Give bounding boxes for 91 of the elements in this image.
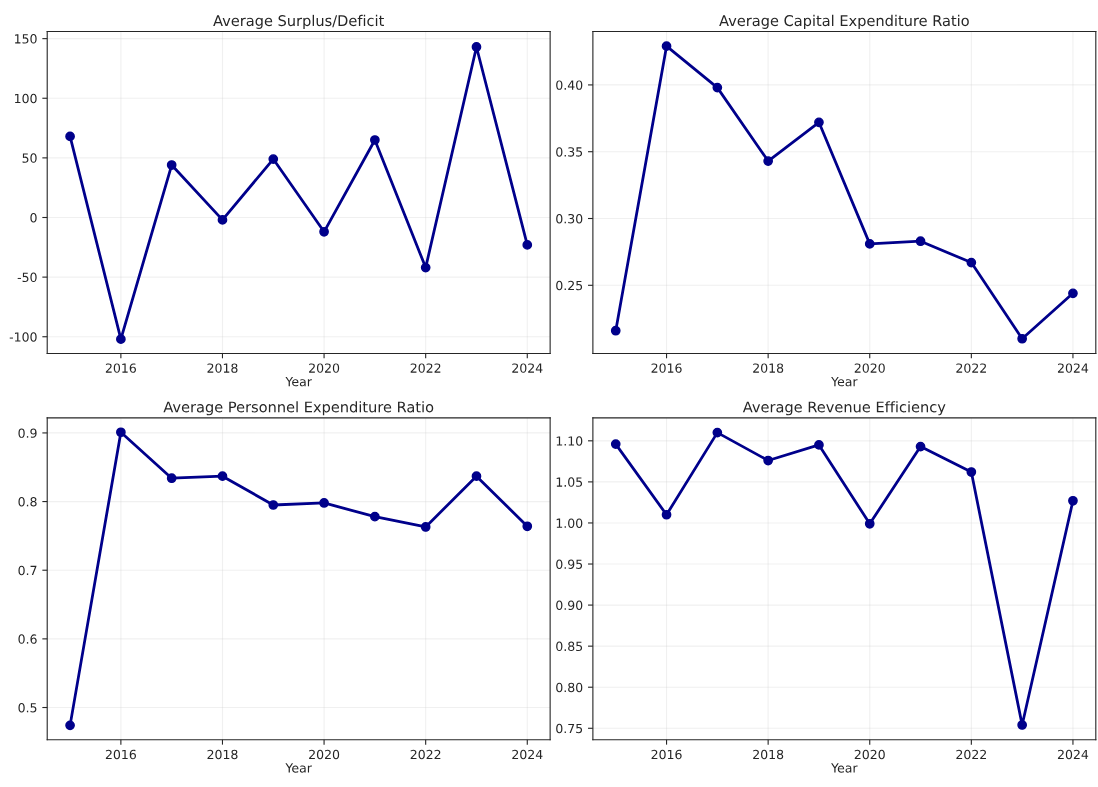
point xyxy=(864,518,875,529)
point xyxy=(471,42,482,52)
chart-title: Average Revenue Efficiency xyxy=(742,401,946,416)
point xyxy=(610,325,621,336)
point xyxy=(522,240,533,250)
chart-title: Average Personnel Expenditure Ratio xyxy=(163,401,434,416)
x-axis-title: Year xyxy=(831,763,858,773)
x-tick-label: 2022 xyxy=(410,363,441,373)
y-tick-label: 1.10 xyxy=(556,436,583,446)
x-tick-label: 2024 xyxy=(1057,749,1089,760)
y-tick-label: -100 xyxy=(9,332,37,342)
y-tick-label: -50 xyxy=(17,272,37,283)
x-axis-title: Year xyxy=(831,377,858,387)
y-tick-label: 0.95 xyxy=(556,559,583,569)
x-tick-label: 2022 xyxy=(956,749,986,760)
y-tick-label: 1.05 xyxy=(556,477,583,487)
y-tick-label: 0.75 xyxy=(556,723,583,734)
point xyxy=(610,439,621,449)
x-tick-label: 2018 xyxy=(207,363,238,373)
chart-title: Average Capital Expenditure Ratio xyxy=(719,14,969,29)
point xyxy=(661,41,672,52)
point xyxy=(814,117,824,128)
point xyxy=(763,455,774,466)
x-tick-label: 2022 xyxy=(410,749,441,760)
point xyxy=(1017,720,1028,730)
point xyxy=(864,239,875,249)
y-tick-label: 0.25 xyxy=(556,280,583,291)
x-tick-label: 2022 xyxy=(956,363,986,373)
x-tick-label: 2020 xyxy=(854,363,885,373)
point xyxy=(319,226,329,237)
point xyxy=(319,498,329,508)
y-tick-label: 0.9 xyxy=(18,428,37,438)
point xyxy=(661,509,672,520)
point xyxy=(217,471,228,482)
x-tick-label: 2024 xyxy=(1057,363,1089,373)
y-tick-label: 50 xyxy=(22,153,37,163)
point xyxy=(1068,288,1078,299)
point xyxy=(1017,333,1028,344)
x-tick-label: 2016 xyxy=(105,749,136,760)
y-tick-label: 0.90 xyxy=(556,600,583,611)
point xyxy=(471,471,482,482)
x-tick-label: 2020 xyxy=(309,749,340,760)
point xyxy=(116,334,126,344)
point xyxy=(268,500,279,510)
y-tick-label: 0.40 xyxy=(556,80,583,90)
y-tick-label: 0.5 xyxy=(18,702,37,713)
point xyxy=(915,441,926,452)
y-tick-label: 0.7 xyxy=(18,565,37,576)
x-tick-label: 2016 xyxy=(651,363,682,373)
x-tick-label: 2020 xyxy=(854,749,885,760)
point xyxy=(420,262,431,273)
point xyxy=(966,257,977,268)
y-tick-label: 0.35 xyxy=(556,147,583,157)
point xyxy=(712,82,723,93)
y-tick-label: 1.00 xyxy=(556,518,583,528)
x-tick-label: 2016 xyxy=(105,363,136,373)
x-tick-label: 2016 xyxy=(651,749,682,760)
x-tick-label: 2018 xyxy=(753,749,784,760)
x-axis-title: Year xyxy=(285,763,312,773)
point xyxy=(217,215,228,225)
point xyxy=(915,236,926,247)
point xyxy=(370,135,380,145)
x-tick-label: 2018 xyxy=(753,363,784,373)
point xyxy=(65,131,75,142)
point xyxy=(420,522,431,532)
x-axis-title: Year xyxy=(285,377,312,387)
x-tick-label: 2024 xyxy=(512,363,543,373)
y-tick-label: 100 xyxy=(15,93,37,104)
point xyxy=(814,440,824,450)
y-tick-label: 0.8 xyxy=(18,497,37,507)
x-tick-label: 2018 xyxy=(207,749,238,760)
point xyxy=(166,160,177,170)
y-tick-label: 150 xyxy=(15,34,37,44)
y-tick-label: 0.85 xyxy=(556,641,583,652)
point xyxy=(712,427,723,438)
y-tick-label: 0 xyxy=(30,212,37,223)
y-tick-label: 0.6 xyxy=(18,634,37,644)
y-tick-label: 0.80 xyxy=(556,682,583,693)
point xyxy=(65,720,75,731)
point xyxy=(370,511,380,522)
point xyxy=(166,473,177,484)
y-tick-label: 0.30 xyxy=(556,213,583,224)
point xyxy=(763,156,774,166)
point xyxy=(116,427,126,438)
point xyxy=(268,154,279,164)
x-tick-label: 2024 xyxy=(512,749,543,760)
point xyxy=(522,521,533,532)
point xyxy=(966,467,977,477)
chart-title: Average Surplus/Deficit xyxy=(213,14,384,29)
x-tick-label: 2020 xyxy=(309,363,340,373)
point xyxy=(1068,495,1078,506)
